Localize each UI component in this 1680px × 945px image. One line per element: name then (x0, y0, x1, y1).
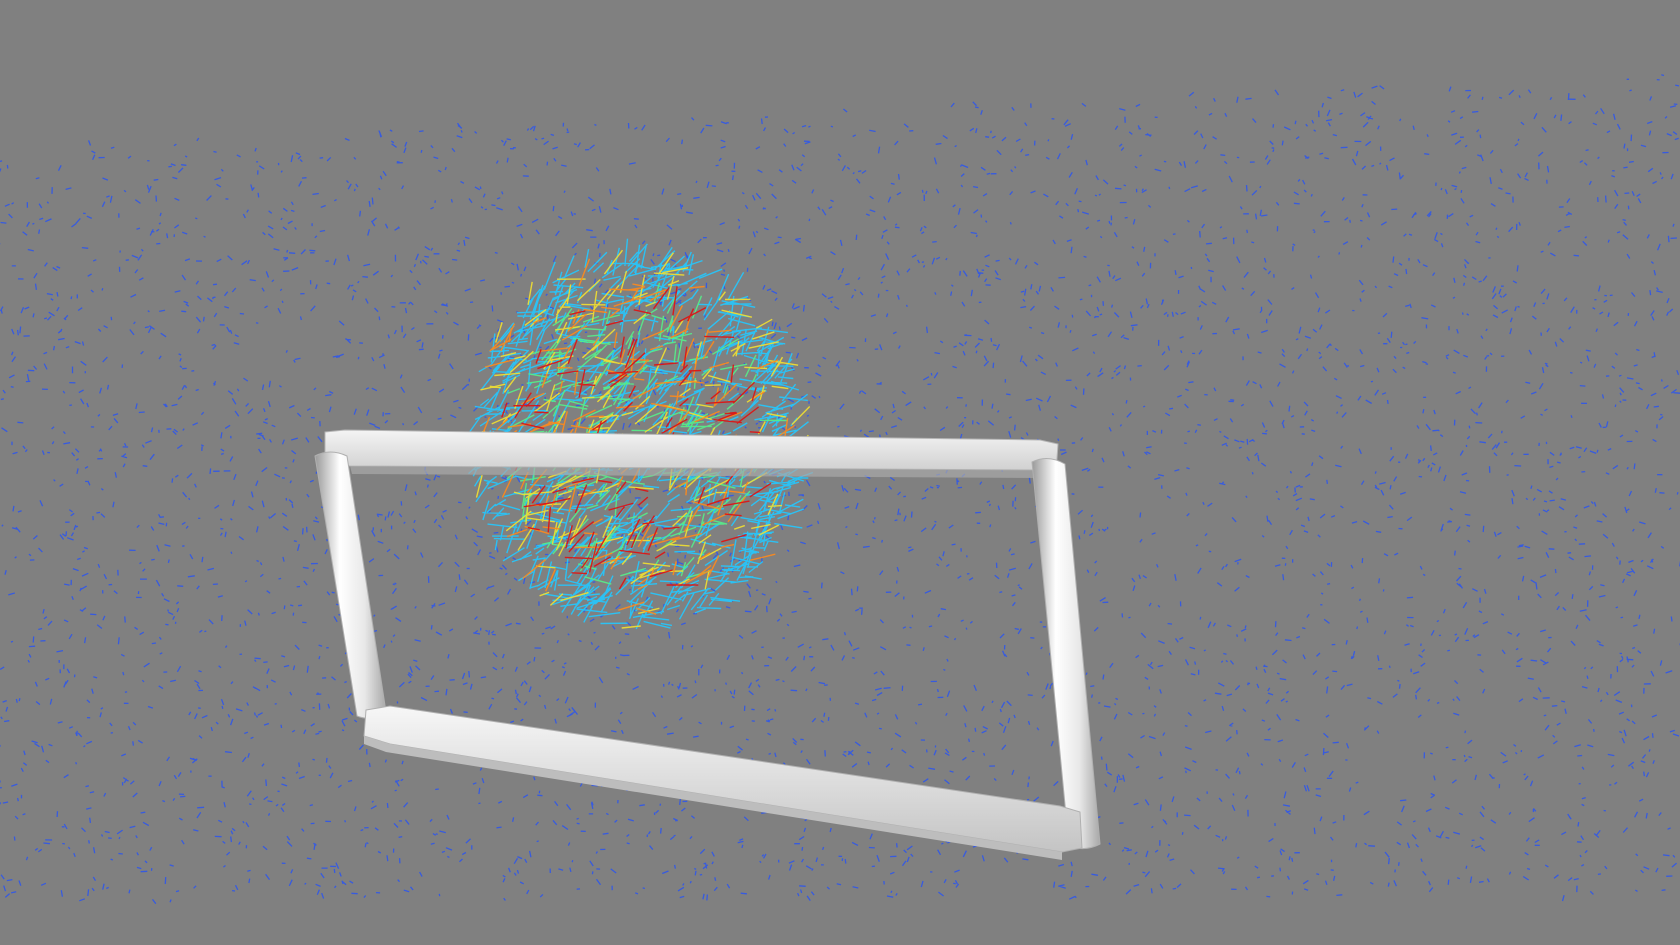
coil-top-bar[interactable] (324, 429, 1059, 473)
coil-top-bar-shadow (350, 466, 1040, 478)
coil-bottom-bar-edge (364, 736, 1062, 860)
coil-right-pillar[interactable] (1031, 458, 1101, 850)
rectangular-coil-frame[interactable] (314, 429, 1101, 860)
coil-bottom-bar[interactable] (363, 705, 1083, 853)
